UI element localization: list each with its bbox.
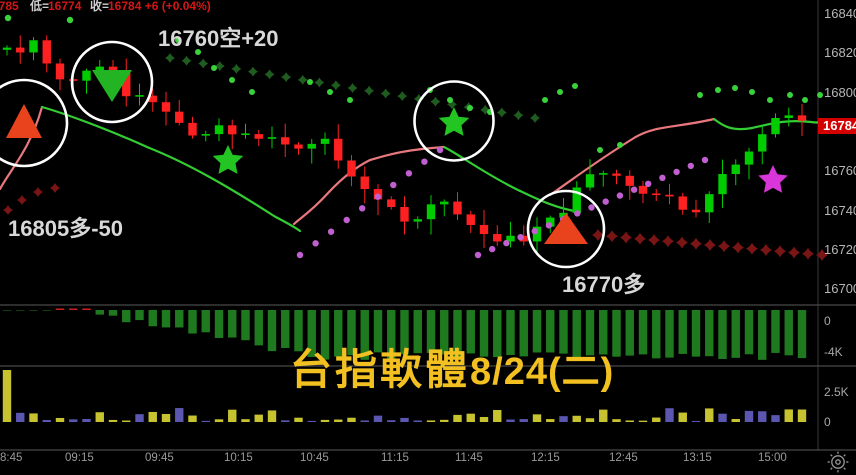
svg-text:16820: 16820 bbox=[824, 45, 856, 60]
svg-text:11:15: 11:15 bbox=[381, 452, 409, 464]
svg-text:16784 +6 (+0.04%): 16784 +6 (+0.04%) bbox=[108, 0, 211, 13]
svg-text:6785: 6785 bbox=[0, 0, 19, 13]
svg-text:13:15: 13:15 bbox=[683, 452, 712, 464]
svg-text:2.5K: 2.5K bbox=[824, 385, 849, 399]
svg-text:15:00: 15:00 bbox=[758, 452, 787, 464]
svg-text:16700: 16700 bbox=[824, 281, 856, 296]
svg-text:16840: 16840 bbox=[824, 6, 856, 21]
svg-text:0: 0 bbox=[824, 314, 831, 328]
svg-text:16805多-50: 16805多-50 bbox=[8, 216, 123, 241]
svg-text:16800: 16800 bbox=[824, 85, 856, 100]
svg-text:8:45: 8:45 bbox=[0, 452, 22, 464]
svg-text:16770多: 16770多 bbox=[562, 272, 645, 297]
svg-text:12:15: 12:15 bbox=[531, 452, 560, 464]
svg-text:低=: 低= bbox=[29, 0, 49, 13]
svg-text:10:45: 10:45 bbox=[300, 452, 329, 464]
svg-text:12:45: 12:45 bbox=[609, 452, 638, 464]
svg-text:16720: 16720 bbox=[824, 242, 856, 257]
svg-text:16784: 16784 bbox=[823, 118, 856, 133]
svg-text:11:45: 11:45 bbox=[455, 452, 483, 464]
svg-text:16774: 16774 bbox=[48, 0, 82, 13]
svg-text:09:15: 09:15 bbox=[65, 452, 94, 464]
svg-text:16760空+20: 16760空+20 bbox=[158, 26, 279, 51]
svg-text:16740: 16740 bbox=[824, 203, 856, 218]
svg-text:09:45: 09:45 bbox=[145, 452, 174, 464]
svg-text:收=: 收= bbox=[90, 0, 109, 13]
svg-text:0: 0 bbox=[824, 415, 831, 429]
svg-text:台指軟體8/24(二): 台指軟體8/24(二) bbox=[290, 346, 614, 393]
svg-text:-4K: -4K bbox=[824, 345, 843, 359]
svg-text:10:15: 10:15 bbox=[224, 452, 253, 464]
svg-text:16760: 16760 bbox=[824, 163, 856, 178]
